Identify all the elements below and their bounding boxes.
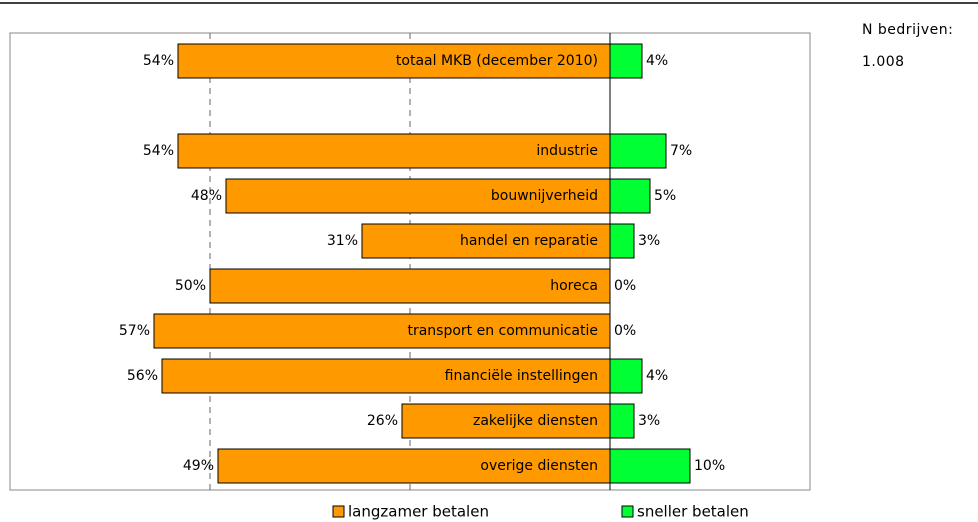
- value-label: 0%: [614, 323, 636, 339]
- bar: [609, 43, 643, 79]
- value-label: 54%: [143, 143, 174, 159]
- value-label: 57%: [119, 323, 150, 339]
- value-label: 7%: [670, 143, 692, 159]
- bar: [609, 403, 635, 439]
- category-label: industrie: [536, 143, 598, 159]
- value-label: 26%: [367, 413, 398, 429]
- category-label: bouwnijverheid: [491, 188, 598, 204]
- category-label: handel en reparatie: [460, 233, 598, 249]
- bar: [225, 178, 611, 214]
- value-label: 4%: [646, 53, 668, 69]
- bar: [609, 133, 667, 169]
- legend-label: sneller betalen: [637, 503, 749, 521]
- annotation: 1.008: [862, 54, 905, 70]
- bar: [177, 43, 611, 79]
- category-label: totaal MKB (december 2010): [396, 53, 598, 69]
- value-label: 54%: [143, 53, 174, 69]
- category-label: horeca: [550, 278, 598, 294]
- value-label: 48%: [191, 188, 222, 204]
- category-label: transport en communicatie: [407, 323, 598, 339]
- bar: [217, 448, 611, 484]
- value-label: 10%: [694, 458, 725, 474]
- value-label: 0%: [614, 278, 636, 294]
- bar: [609, 223, 635, 259]
- value-label: 49%: [183, 458, 214, 474]
- value-label: 56%: [127, 368, 158, 384]
- annotation: N bedrijven:: [862, 22, 953, 38]
- value-label: 50%: [175, 278, 206, 294]
- value-label: 3%: [638, 413, 660, 429]
- value-label: 4%: [646, 368, 668, 384]
- legend-swatch: [332, 505, 345, 518]
- category-label: zakelijke diensten: [473, 413, 598, 429]
- bar: [609, 178, 651, 214]
- category-label: financiële instellingen: [445, 368, 598, 384]
- bar: [161, 358, 611, 394]
- value-label: 31%: [327, 233, 358, 249]
- legend-swatch: [621, 505, 634, 518]
- bar: [609, 358, 643, 394]
- bar: [153, 313, 611, 349]
- value-label: 3%: [638, 233, 660, 249]
- category-label: overige diensten: [480, 458, 598, 474]
- bar: [609, 448, 691, 484]
- bar: [401, 403, 611, 439]
- value-label: 5%: [654, 188, 676, 204]
- bar: [361, 223, 611, 259]
- legend-label: langzamer betalen: [348, 503, 489, 521]
